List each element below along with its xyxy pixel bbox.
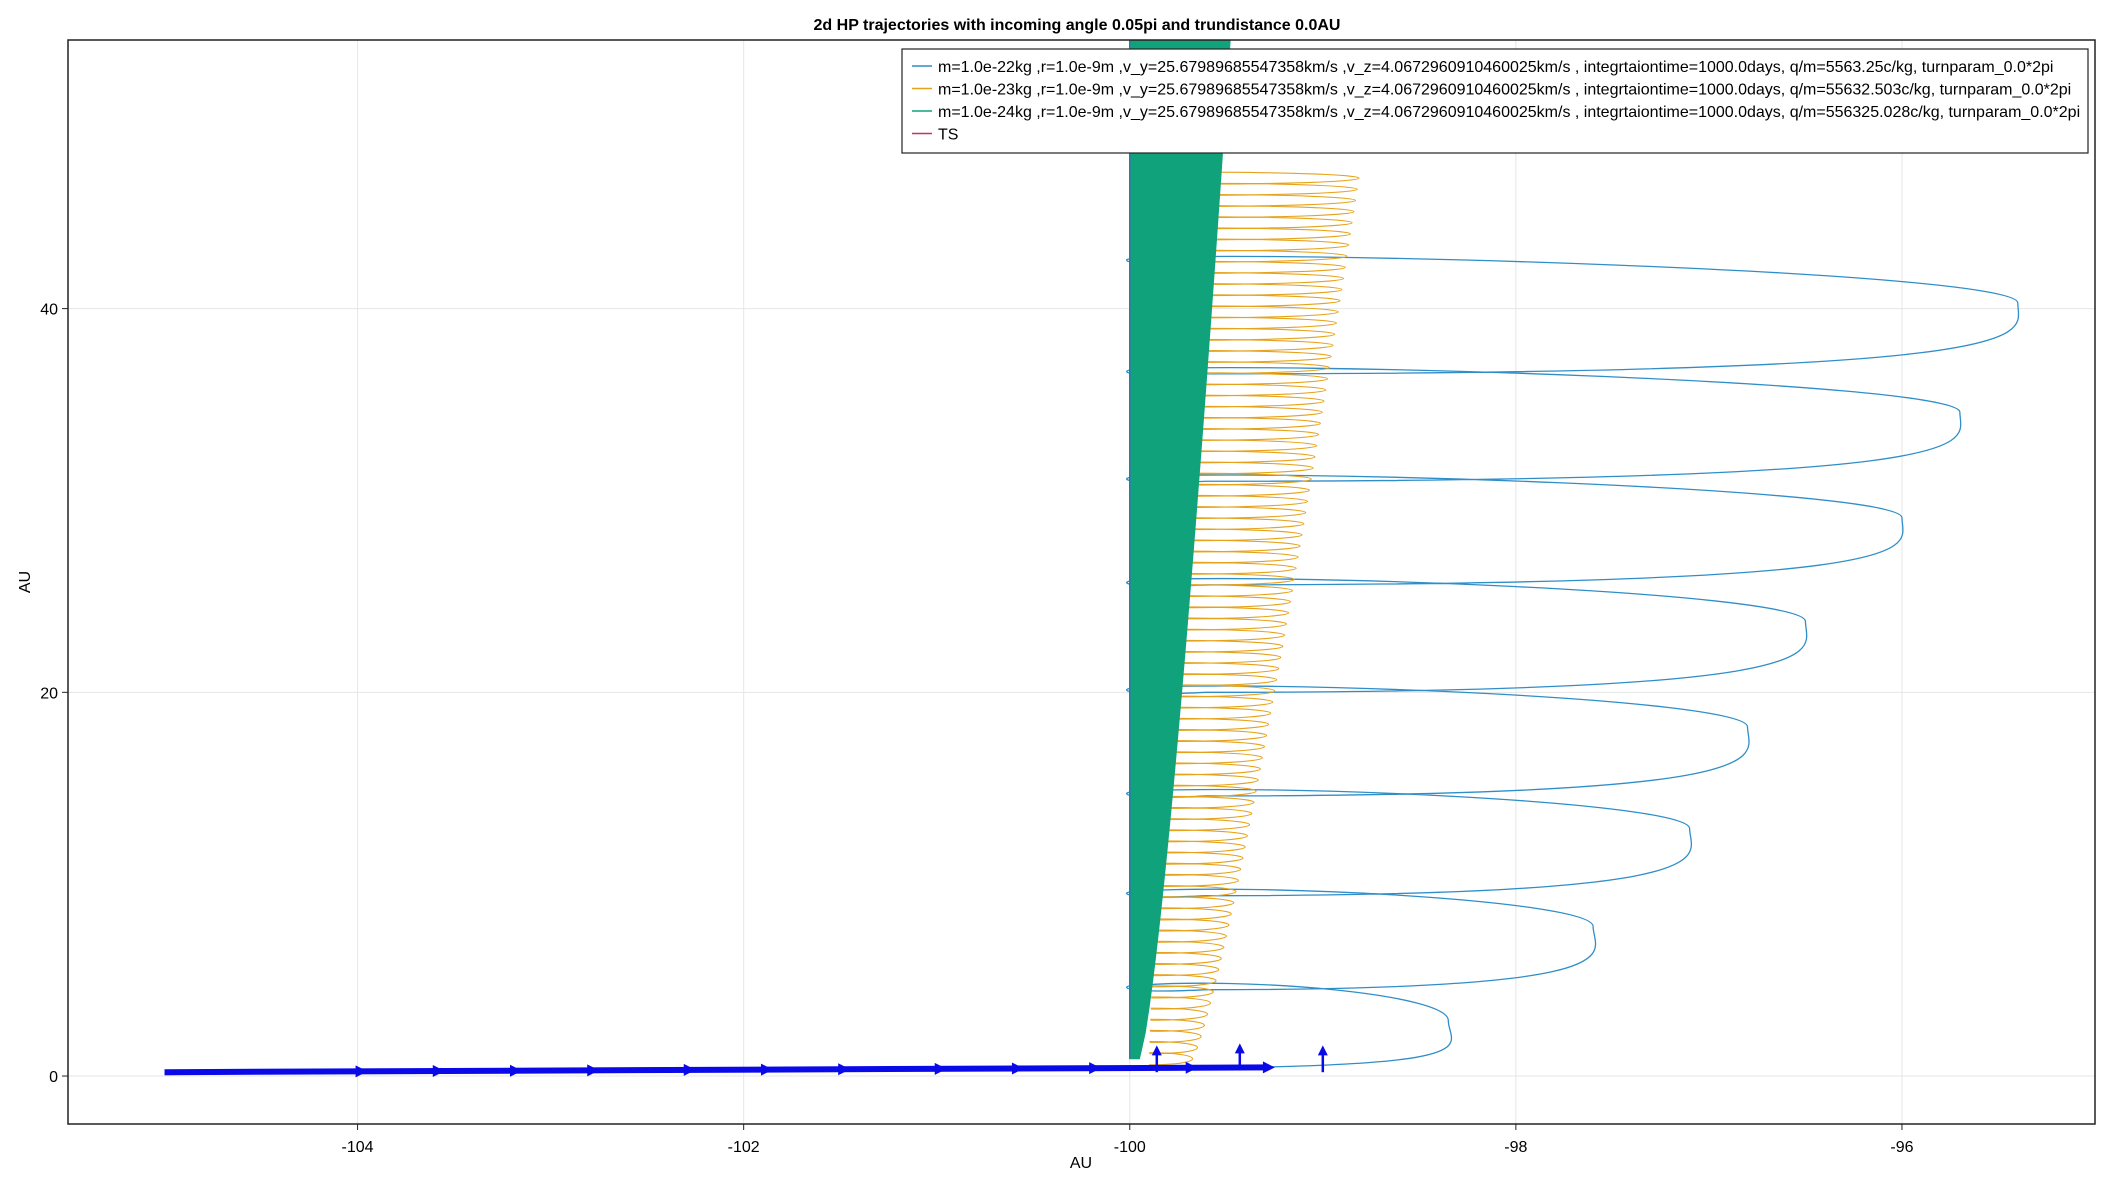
y-ticks: 0 20 40	[40, 302, 68, 1086]
legend-entry: m=1.0e-23kg ,r=1.0e-9m ,v_y=25.679896855…	[938, 82, 2071, 99]
field-arrow-horizontal	[164, 1064, 1269, 1076]
field-arrow-head	[432, 1065, 445, 1078]
series-3-trajectory	[1129, 40, 1231, 1060]
x-axis-label: AU	[1070, 1155, 1092, 1172]
field-arrow-head	[760, 1063, 773, 1076]
x-ticks: -104 -102 -100 -98 -96	[342, 1124, 1914, 1156]
field-arrow-head	[1011, 1062, 1024, 1075]
field-arrow-vertical-head	[1317, 1045, 1328, 1056]
plot-frame	[67, 39, 2096, 1125]
x-tick-label: -100	[1114, 1139, 1146, 1156]
x-tick-label: -98	[1504, 1139, 1527, 1156]
y-axis-label: AU	[17, 571, 34, 593]
legend-entry: m=1.0e-22kg ,r=1.0e-9m ,v_y=25.679896855…	[938, 59, 2053, 76]
field-arrow-vertical-head	[1234, 1043, 1245, 1054]
y-tick-label: 20	[40, 685, 58, 702]
field-arrow-head	[355, 1065, 368, 1078]
field-arrow-head	[1262, 1061, 1275, 1074]
field-arrow-head	[1185, 1061, 1198, 1074]
legend-entry: TS	[938, 127, 958, 144]
series-3	[1129, 40, 1231, 1060]
x-tick-label: -104	[342, 1139, 374, 1156]
legend-box	[901, 48, 2089, 154]
series-2-trajectory	[1149, 171, 1360, 1066]
y-tick-label: 40	[40, 302, 58, 319]
x-tick-label: -96	[1890, 1139, 1913, 1156]
field-arrow-head	[587, 1064, 600, 1077]
field-arrow-head	[510, 1064, 523, 1077]
chart-title: 2d HP trajectories with incoming angle 0…	[814, 17, 1341, 34]
legend: m=1.0e-22kg ,r=1.0e-9m ,v_y=25.679896855…	[901, 48, 2089, 154]
y-tick-label: 0	[49, 1069, 58, 1086]
field-arrow-head	[683, 1063, 696, 1076]
field-arrow-head	[934, 1062, 947, 1075]
field-arrows	[164, 1043, 1328, 1078]
plot-area	[164, 40, 2020, 1078]
field-arrow-head	[838, 1063, 851, 1076]
legend-entry: m=1.0e-24kg ,r=1.0e-9m ,v_y=25.679896855…	[938, 104, 2080, 121]
field-arrow-vertical-head	[1151, 1045, 1162, 1056]
x-tick-label: -102	[728, 1139, 760, 1156]
field-arrow-head	[1089, 1062, 1102, 1075]
series-2	[1149, 171, 1360, 1066]
